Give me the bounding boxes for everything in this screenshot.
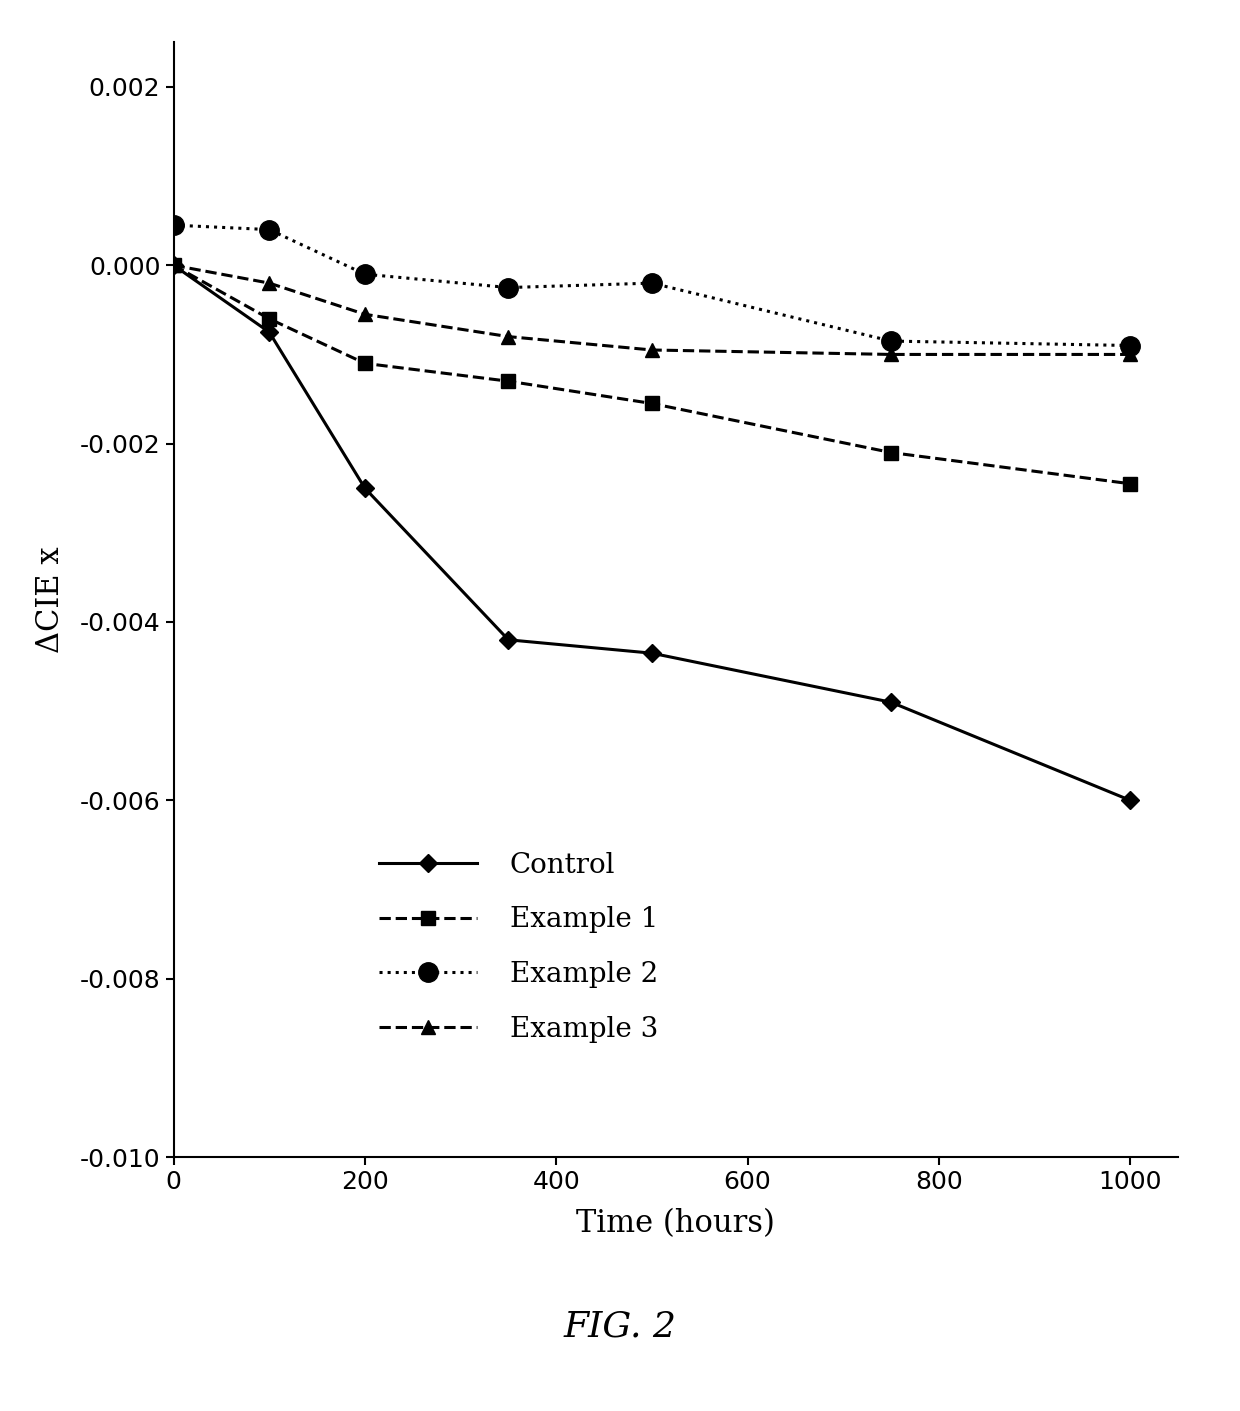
X-axis label: Time (hours): Time (hours)	[577, 1208, 775, 1239]
Line: Example 1: Example 1	[166, 258, 1137, 491]
Example 3	[262, 275, 277, 292]
Example 1	[166, 257, 181, 274]
Y-axis label: ΔCIE x: ΔCIE x	[35, 546, 66, 653]
Example 3	[357, 306, 372, 323]
Example 1	[1122, 476, 1137, 492]
Example 2	[262, 222, 277, 238]
Example 2	[645, 275, 660, 292]
Example 2	[1122, 337, 1137, 354]
Example 1	[357, 356, 372, 373]
Control	[166, 257, 181, 274]
Example 2	[166, 217, 181, 234]
Legend: Control, Example 1, Example 2, Example 3: Control, Example 1, Example 2, Example 3	[368, 841, 670, 1054]
Line: Example 2: Example 2	[164, 216, 1140, 356]
Example 1	[884, 444, 899, 461]
Example 3	[884, 346, 899, 363]
Control	[884, 694, 899, 711]
Control	[357, 480, 372, 497]
Example 3	[1122, 346, 1137, 363]
Line: Example 3: Example 3	[166, 258, 1137, 361]
Example 2	[884, 333, 899, 350]
Control	[501, 631, 516, 648]
Example 3	[166, 257, 181, 274]
Example 1	[645, 395, 660, 412]
Example 1	[501, 373, 516, 389]
Example 2	[501, 279, 516, 296]
Control	[1122, 792, 1137, 809]
Control	[645, 645, 660, 662]
Text: FIG. 2: FIG. 2	[563, 1309, 677, 1343]
Example 1	[262, 310, 277, 327]
Line: Control: Control	[167, 260, 1136, 807]
Example 2	[357, 265, 372, 282]
Control	[262, 323, 277, 340]
Example 3	[645, 341, 660, 358]
Example 3	[501, 329, 516, 346]
